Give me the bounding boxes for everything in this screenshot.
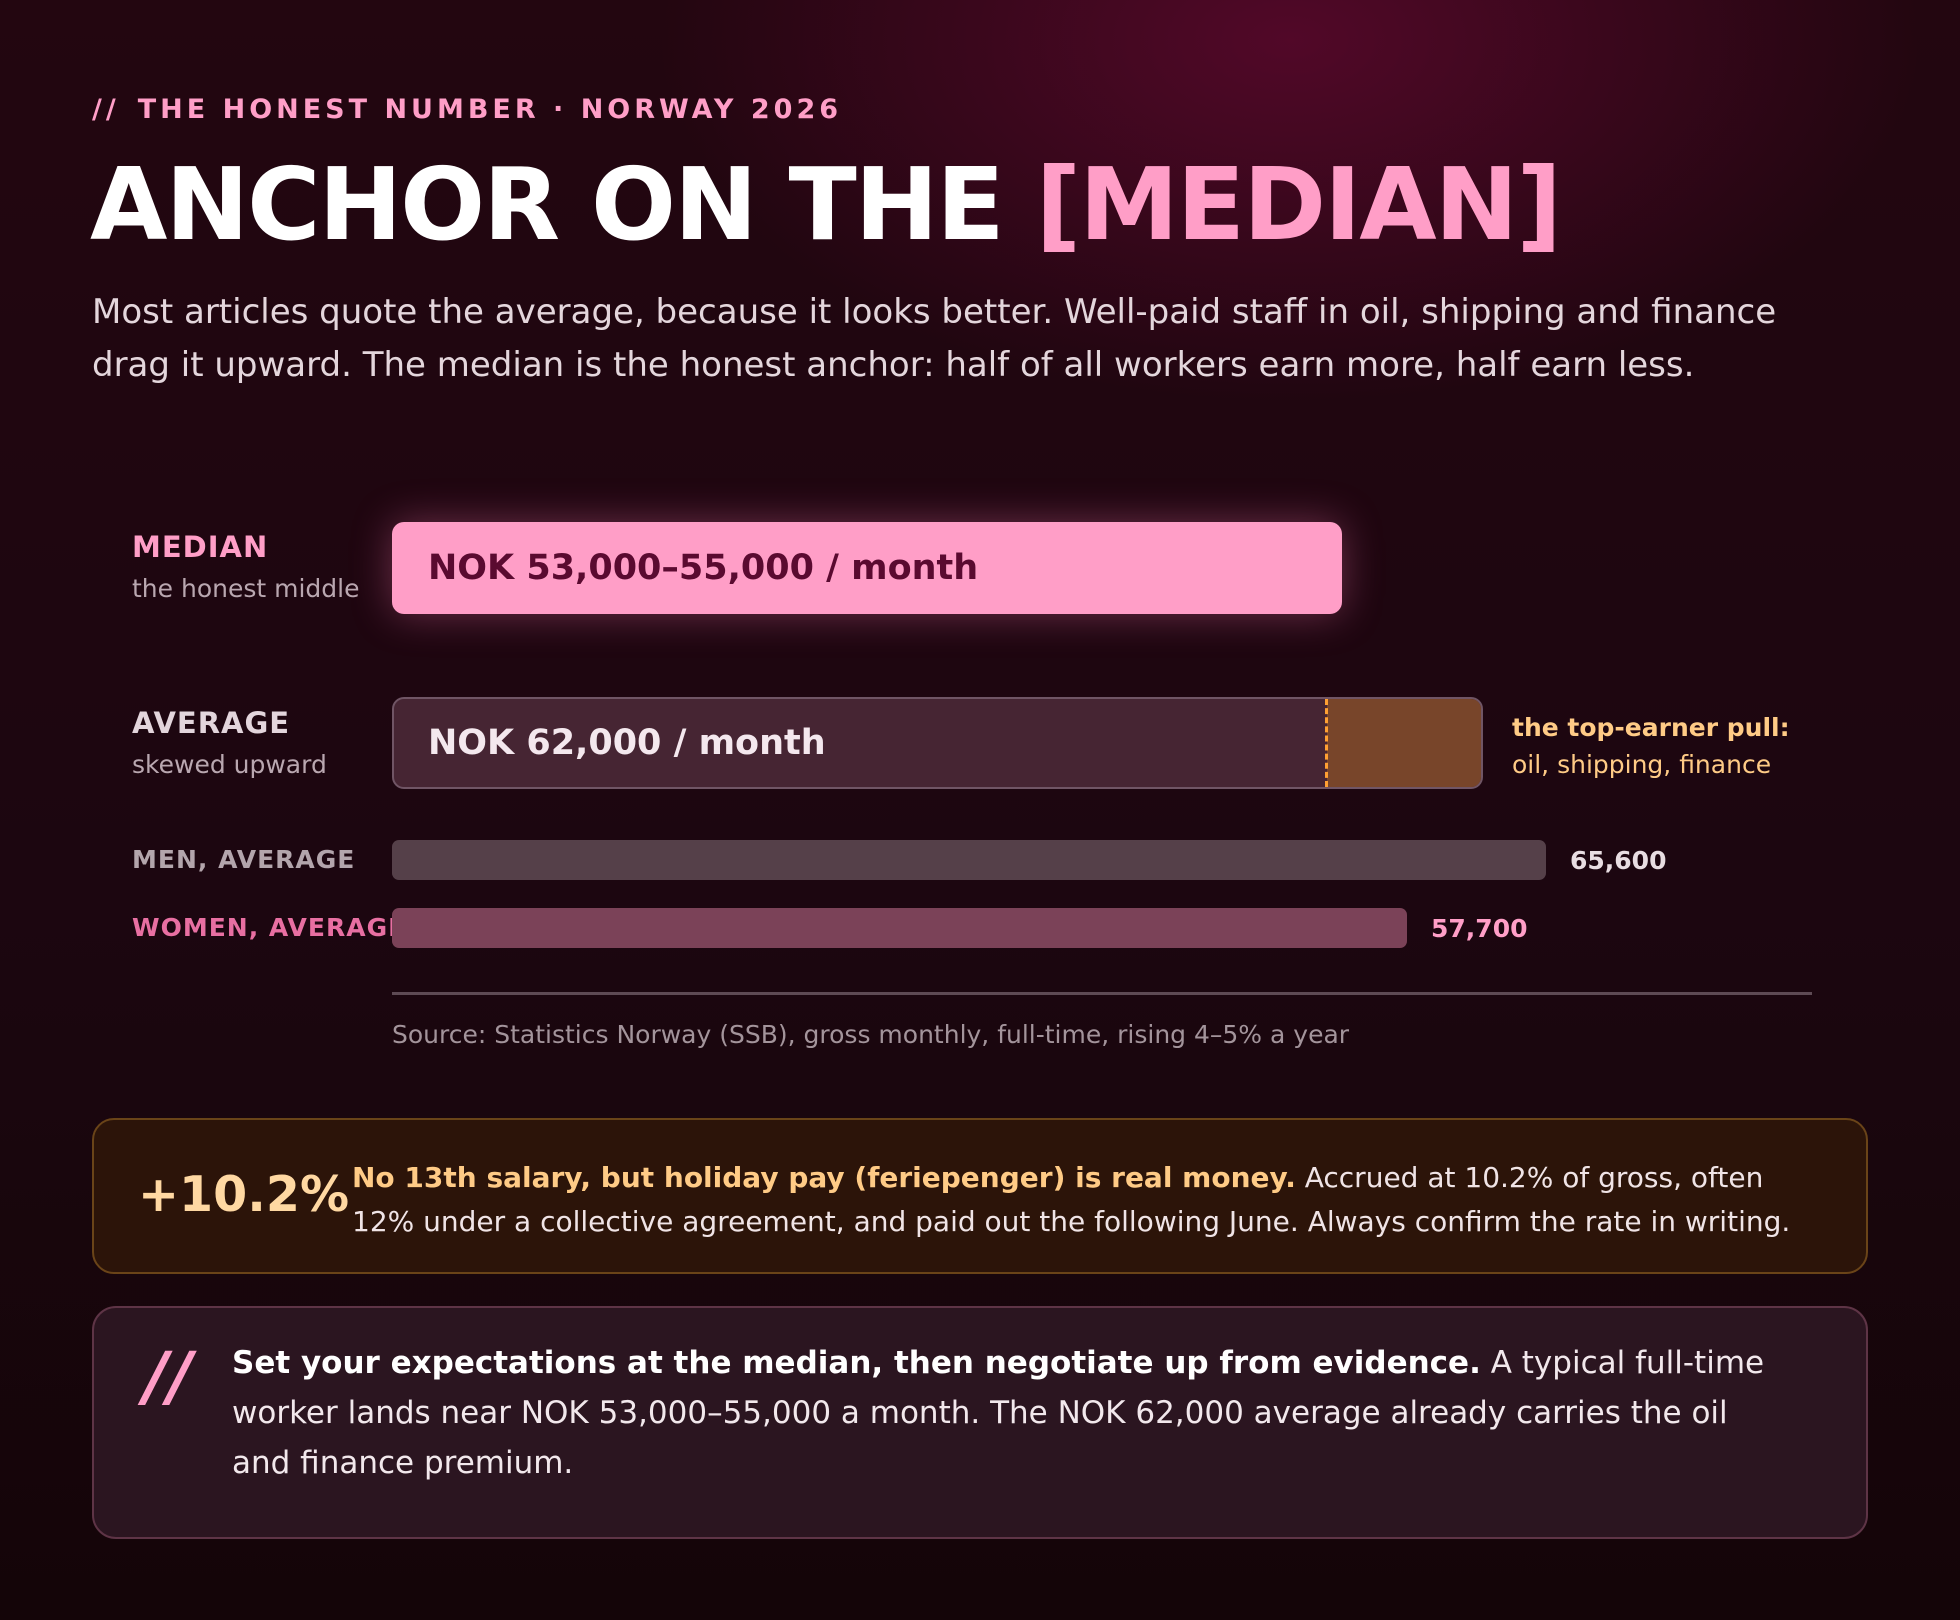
chart-baseline (392, 992, 1812, 995)
average-sublabel: skewed upward (132, 750, 327, 779)
chart-source: Source: Statistics Norway (SSB), gross m… (392, 1020, 1350, 1049)
pull-annotation-title: the top-earner pull: (1512, 713, 1790, 742)
eyebrow-slashes: // (92, 94, 120, 125)
eyebrow: // THE HONEST NUMBER · NORWAY 2026 (92, 94, 842, 125)
median-label: MEDIAN (132, 530, 269, 564)
men-average-label: MEN, AVERAGE (132, 845, 356, 874)
pull-annotation-sub: oil, shipping, finance (1512, 750, 1772, 779)
title-prefix: ANCHOR ON THE (90, 146, 1036, 263)
quote-lead: Set your expectations at the median, the… (232, 1345, 1481, 1381)
average-bar-text: NOK 62,000 / month (428, 723, 826, 763)
median-marker-line (1324, 699, 1328, 787)
holiday-pay-text: No 13th salary, but holiday pay (feriepe… (352, 1156, 1832, 1244)
quote-text: Set your expectations at the median, the… (232, 1338, 1792, 1488)
quote-body: A typical full-time worker lands near NO… (232, 1345, 1765, 1481)
median-bar-text: NOK 53,000–55,000 / month (428, 548, 979, 588)
median-sublabel: the honest middle (132, 574, 360, 603)
median-bar: NOK 53,000–55,000 / month (392, 522, 1342, 614)
men-average-value: 65,600 (1570, 846, 1667, 875)
page-title: ANCHOR ON THE [MEDIAN] (90, 150, 1562, 260)
holiday-pay-callout: +10.2% No 13th salary, but holiday pay (… (92, 1118, 1868, 1274)
women-average-label: WOMEN, AVERAGE (132, 913, 407, 942)
title-highlight: [MEDIAN] (1035, 146, 1563, 263)
top-earner-pull-segment (1326, 699, 1481, 787)
takeaway-quote: // Set your expectations at the median, … (92, 1306, 1868, 1539)
average-bar: NOK 62,000 / month (392, 697, 1483, 789)
women-average-bar (392, 908, 1408, 948)
average-label: AVERAGE (132, 706, 291, 740)
holiday-pay-body: Accrued at 10.2% of gross, often 12% und… (352, 1161, 1791, 1238)
quote-mark: // (144, 1338, 193, 1415)
eyebrow-text: THE HONEST NUMBER · NORWAY 2026 (137, 94, 843, 125)
women-average-value: 57,700 (1431, 914, 1528, 943)
men-average-bar (392, 840, 1546, 880)
intro-paragraph: Most articles quote the average, because… (92, 292, 1777, 385)
holiday-pay-lead: No 13th salary, but holiday pay (feriepe… (352, 1161, 1296, 1194)
holiday-pay-percent: +10.2% (138, 1166, 350, 1223)
